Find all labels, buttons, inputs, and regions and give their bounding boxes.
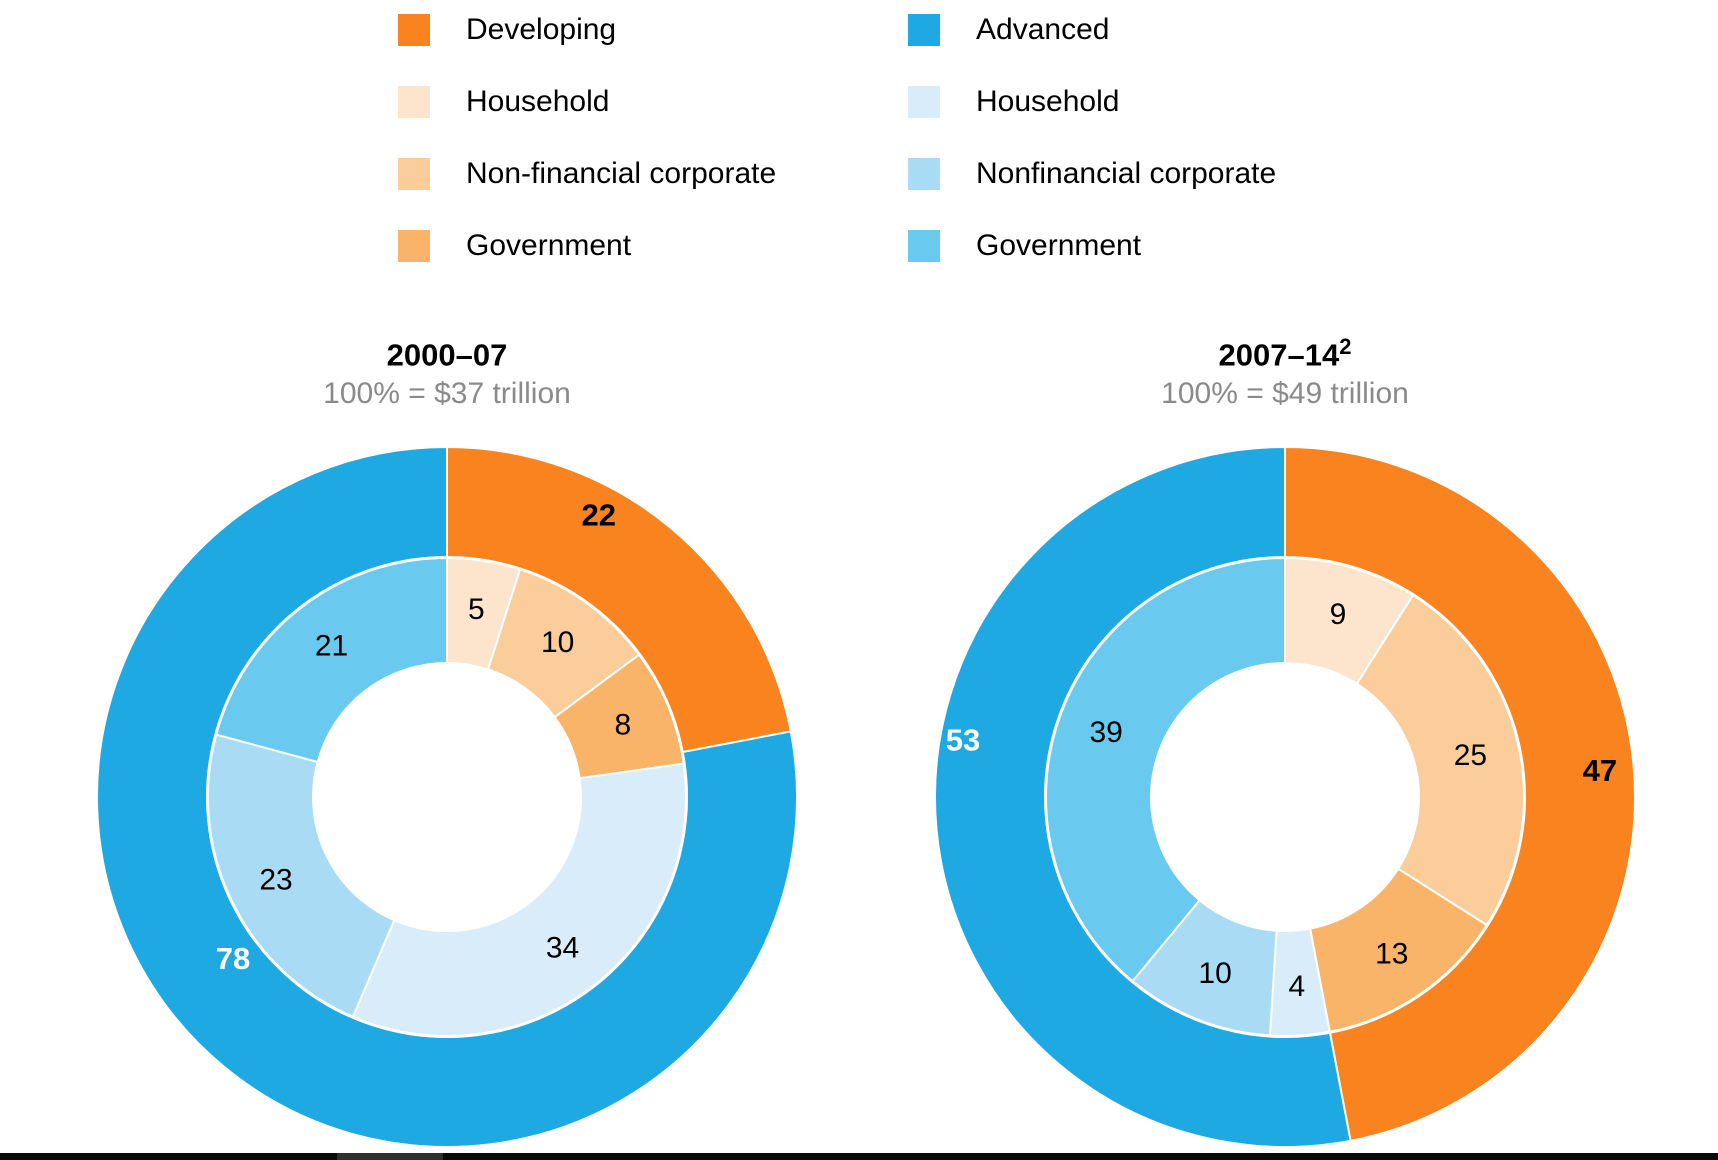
title-superscript: 2 <box>1339 334 1352 359</box>
slice-value-label-nonfinancial-corporate-advanced: 23 <box>259 863 292 896</box>
legend-column-developing: Developing Household Non-financial corpo… <box>398 14 776 262</box>
legend-label-government-advanced: Government <box>976 229 1142 262</box>
legend-column-advanced: Advanced Household Nonfinancial corporat… <box>908 14 1276 262</box>
bottom-bar-highlight <box>337 1153 443 1160</box>
legend-swatch-nonfinancial-corporate-advanced <box>908 158 940 190</box>
donut-chart-2007-14: 9 25 13 4 10 39 47 53 <box>934 445 1636 1148</box>
legend-swatch-advanced <box>908 14 940 46</box>
legend-item-household-advanced: Household <box>908 86 1276 118</box>
slice-value-label-nonfinancial-corporate-advanced: 10 <box>1198 957 1231 990</box>
slice-value-label-government-advanced: 21 <box>315 630 348 663</box>
legend-item-government-advanced: Government <box>908 230 1276 262</box>
slice-value-label-household-developing: 9 <box>1330 598 1347 631</box>
legend-label-nonfinancial-corporate-advanced: Nonfinancial corporate <box>976 157 1277 190</box>
legend-label-household-advanced: Household <box>976 85 1120 118</box>
chart-title-2000-07: 2000–07 <box>386 337 508 373</box>
slice-value-label-household-advanced: 4 <box>1289 970 1306 1003</box>
slice-value-label-developing: 47 <box>1583 753 1617 788</box>
chart-title-2007-14: 2007–142 <box>1218 334 1352 373</box>
slice-value-label-non-financial-corporate-developing: 10 <box>541 626 574 659</box>
slice-value-label-advanced: 78 <box>216 941 250 976</box>
legend-swatch-government-advanced <box>908 230 940 262</box>
legend-swatch-household-advanced <box>908 86 940 118</box>
bottom-bar <box>0 1153 1718 1160</box>
donut-chart-2000-07: 5 10 8 34 23 21 22 78 <box>96 445 798 1148</box>
chart-subtitle-2007-14: 100% = $49 trillion <box>1161 377 1409 410</box>
legend-swatch-developing <box>398 14 430 46</box>
slice-value-label-government-developing: 8 <box>614 709 631 742</box>
donut-slice-inner-government-advanced <box>215 556 448 764</box>
legend-item-household-developing: Household <box>398 86 776 118</box>
donut-slice-inner-nonfinancial-corporate-advanced <box>206 733 396 1019</box>
legend-swatch-nonfinancial-corporate-developing <box>398 158 430 190</box>
legend-item-government-developing: Government <box>398 230 776 262</box>
slice-value-label-non-financial-corporate-developing: 25 <box>1454 739 1487 772</box>
legend-label-advanced: Advanced <box>976 13 1110 46</box>
donut-slice-inner-government-advanced <box>1045 556 1286 983</box>
legend-item-advanced: Advanced <box>908 14 1276 46</box>
slice-value-label-government-advanced: 39 <box>1090 716 1123 749</box>
legend-label-government-developing: Government <box>466 229 632 262</box>
slice-value-label-household-developing: 5 <box>468 593 485 626</box>
chart-subtitle-2000-07: 100% = $37 trillion <box>323 377 571 410</box>
legend-swatch-household-developing <box>398 86 430 118</box>
legend-label-household-developing: Household <box>466 85 610 118</box>
legend-item-nonfinancial-corporate-developing: Non-financial corporate <box>398 158 776 190</box>
slice-value-label-household-advanced: 34 <box>546 931 579 964</box>
slice-value-label-advanced: 53 <box>946 723 980 758</box>
legend-item-nonfinancial-corporate-advanced: Nonfinancial corporate <box>908 158 1276 190</box>
slice-value-label-developing: 22 <box>581 498 615 533</box>
slice-value-label-government-developing: 13 <box>1375 938 1408 971</box>
legend-swatch-government-developing <box>398 230 430 262</box>
legend-item-developing: Developing <box>398 14 776 46</box>
legend-label-nonfinancial-corporate-developing: Non-financial corporate <box>466 157 777 190</box>
legend-label-developing: Developing <box>466 13 617 46</box>
donut-slice-inner-non-financial-corporate-developing <box>1355 593 1525 927</box>
donut-slice-inner-household-advanced <box>351 762 687 1037</box>
